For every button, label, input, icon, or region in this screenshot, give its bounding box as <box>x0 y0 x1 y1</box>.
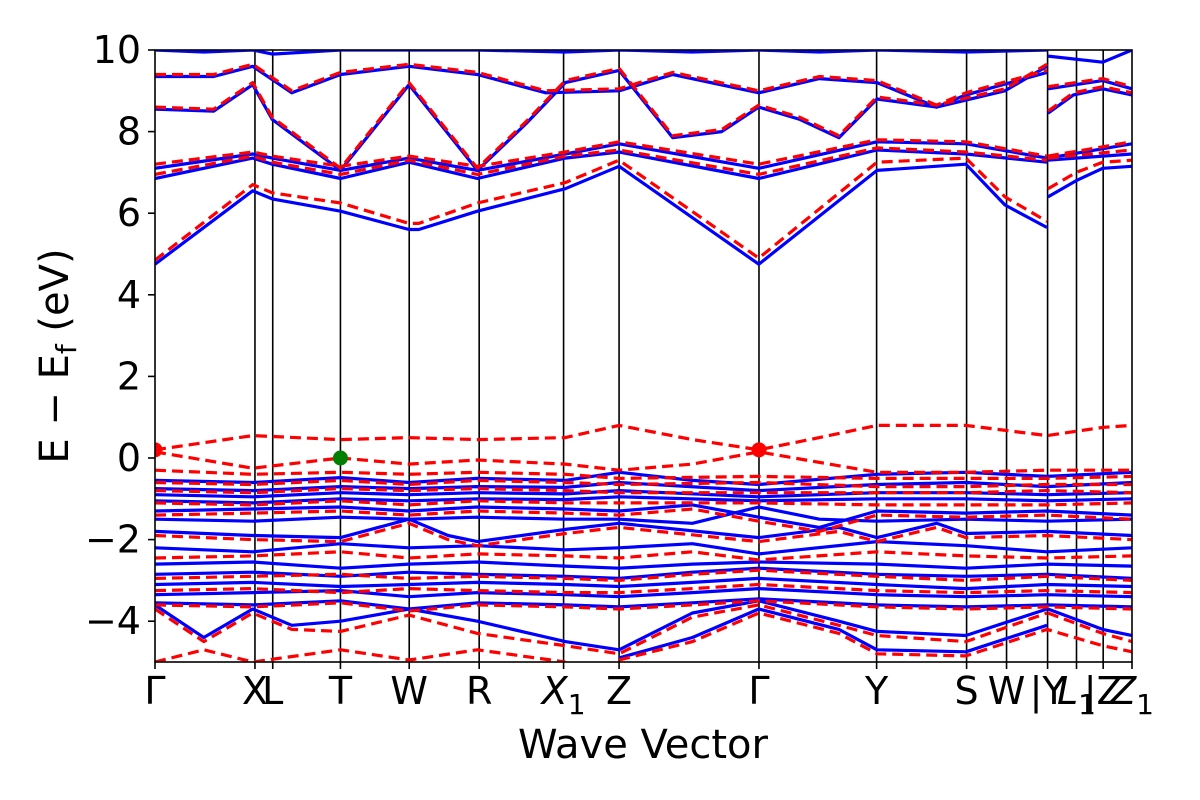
x-tick-label-8: Γ <box>748 669 769 713</box>
y-axis-label-main: E − E <box>32 354 78 464</box>
band-line-1-25 <box>155 648 566 662</box>
y-axis-label: E − Ef (eV) <box>32 248 83 463</box>
band-line-0-8 <box>1047 87 1132 115</box>
high-symmetry-lines <box>254 50 1104 662</box>
y-tick-label-5: 0 <box>117 436 141 480</box>
band-line-1-11 <box>155 423 1132 452</box>
band-line-1-5 <box>1047 140 1132 158</box>
band-line-0-18 <box>155 505 1132 525</box>
band-line-1-24 <box>1047 611 1132 644</box>
x-tick-label-2: L <box>262 669 283 713</box>
band-line-1-1 <box>1047 158 1132 191</box>
y-axis-label-subscript: f <box>50 343 83 354</box>
band-line-0-9 <box>155 64 1048 109</box>
x-tick-label-4: W <box>390 669 428 713</box>
y-axis-ticks: 10 8 6 4 2 0 −2 −4 <box>85 28 155 643</box>
band-line-0-25 <box>155 597 1132 611</box>
y-tick-label-3: 4 <box>117 273 141 317</box>
band-line-0-28 <box>618 607 1048 660</box>
x-tick-label-1: X <box>242 669 268 713</box>
band-line-0-14 <box>155 480 1132 493</box>
band-line-0-26 <box>155 599 1048 652</box>
x-tick-label-12: |Y <box>1030 669 1067 714</box>
band-line-0-12 <box>1047 50 1132 64</box>
x-tick-label-14: |Z <box>1084 669 1123 714</box>
band-line-1-8 <box>1047 85 1132 113</box>
band-line-0-2 <box>155 148 1048 181</box>
band-line-0-19 <box>155 517 1132 544</box>
band-edge-marker-1 <box>751 442 767 458</box>
band-line-1-16 <box>155 499 1132 507</box>
band-line-1-20 <box>155 568 1132 582</box>
y-tick-label-0: 10 <box>93 28 141 72</box>
band-line-0-27 <box>1047 607 1132 638</box>
x-tick-label-0: Γ <box>144 669 165 713</box>
band-line-0-10 <box>1047 79 1132 91</box>
band-line-0-22 <box>155 566 1132 580</box>
x-tick-label-11: W <box>988 669 1026 713</box>
y-tick-label-4: 2 <box>117 354 141 398</box>
band-line-0-24 <box>155 587 1132 599</box>
y-tick-label-7: −4 <box>85 599 141 643</box>
band-line-1-19 <box>155 550 1132 562</box>
band-line-0-4 <box>155 140 1048 172</box>
y-tick-label-6: −2 <box>85 518 141 562</box>
x-tick-label-10: S <box>955 669 979 713</box>
x-tick-label-6: X1 <box>540 669 586 721</box>
band-line-0-17 <box>155 503 1132 529</box>
band-line-1-0 <box>155 156 1048 262</box>
band-line-1-12 <box>155 450 1132 474</box>
x-tick-label-5: R <box>466 669 492 713</box>
x-tick-label-15: Z1 <box>1109 669 1154 721</box>
band-line-0-5 <box>1047 142 1132 160</box>
band-line-0-0 <box>155 162 1048 266</box>
band-line-0-21 <box>155 560 1132 570</box>
band-line-0-3 <box>1047 152 1132 162</box>
band-line-1-15 <box>155 487 1132 495</box>
band-line-1-18 <box>155 521 1132 548</box>
band-line-1-6 <box>155 66 620 170</box>
band-line-1-14 <box>155 478 1132 489</box>
band-line-1-9 <box>155 62 1048 107</box>
band-line-0-16 <box>155 495 1132 505</box>
y-axis-label-unit: (eV) <box>32 248 78 344</box>
y-tick-label-2: 6 <box>117 191 141 235</box>
band-line-1-23 <box>155 603 1048 656</box>
band-line-1-3 <box>1047 148 1132 160</box>
y-tick-label-1: 8 <box>117 110 141 154</box>
band-line-1-2 <box>155 146 1048 176</box>
band-edge-marker-2 <box>332 450 348 466</box>
band-line-1-17 <box>155 507 1132 533</box>
x-tick-label-7: Z <box>606 669 632 713</box>
band-line-1-26 <box>618 611 1132 662</box>
band-line-1-7 <box>617 67 1048 138</box>
band-line-1-21 <box>155 582 1132 595</box>
band-line-1-10 <box>1047 77 1132 89</box>
band-edge-markers <box>155 442 767 466</box>
band-line-0-1 <box>1047 164 1132 199</box>
x-tick-label-3: T <box>328 669 353 713</box>
band-line-1-13 <box>155 468 1132 480</box>
band-line-0-20 <box>155 540 1132 556</box>
plot-frame <box>154 49 1133 663</box>
x-axis-ticks: Γ XL T W R X1 Z Γ Y S W |YL1|ZZ1 <box>144 662 1154 721</box>
x-tick-label-9: Y <box>864 669 889 713</box>
band-line-0-23 <box>155 576 1132 591</box>
x-tick-label-13: L1 <box>1057 669 1096 721</box>
band-edge-marker-0 <box>155 442 163 458</box>
band-line-1-22 <box>155 599 1132 613</box>
x-axis-label: Wave Vector <box>518 722 769 768</box>
